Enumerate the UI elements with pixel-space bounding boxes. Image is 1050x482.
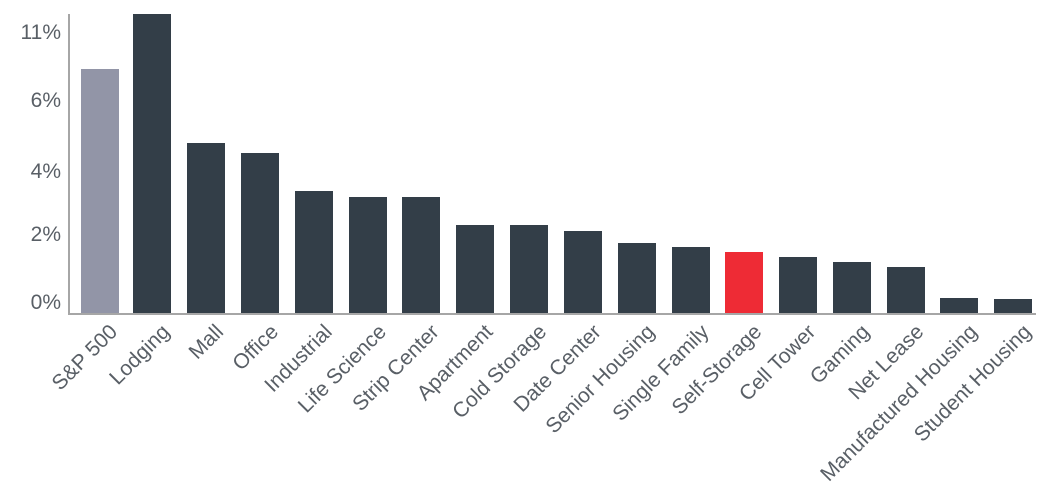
bar-cell-tower bbox=[779, 257, 817, 313]
bar-lodging bbox=[133, 14, 171, 313]
y-axis-tick-label-4: 4% bbox=[30, 159, 61, 183]
y-axis-tick-label-6: 6% bbox=[30, 88, 61, 112]
bar-student-housing bbox=[994, 299, 1032, 313]
bar-office bbox=[241, 153, 279, 313]
y-axis-tick-label-0: 0% bbox=[30, 290, 61, 314]
bar-strip-center bbox=[402, 197, 440, 313]
bar-s-p-500 bbox=[81, 69, 119, 313]
bar-cold-storage bbox=[510, 225, 548, 313]
x-axis-label-s-p-500: S&P 500 bbox=[47, 320, 123, 395]
x-axis-label-mall: Mall bbox=[185, 320, 229, 364]
y-axis-tick-label-2: 2% bbox=[30, 222, 61, 246]
y-axis-line bbox=[68, 14, 70, 313]
bar-single-family bbox=[672, 247, 710, 313]
y-axis-tick-label-11: 11% bbox=[20, 20, 61, 44]
bar-date-center bbox=[564, 231, 602, 313]
bar-industrial bbox=[295, 191, 333, 313]
bar-senior-housing bbox=[618, 243, 656, 313]
x-axis-line bbox=[68, 313, 1036, 315]
bar-gaming bbox=[833, 262, 871, 313]
bar-apartment bbox=[456, 225, 494, 313]
bar-self-storage bbox=[725, 252, 763, 313]
bar-net-lease bbox=[887, 267, 925, 313]
bar-mall bbox=[187, 143, 225, 313]
bar-life-science bbox=[349, 197, 387, 313]
bar-manufactured-housing bbox=[940, 298, 978, 313]
